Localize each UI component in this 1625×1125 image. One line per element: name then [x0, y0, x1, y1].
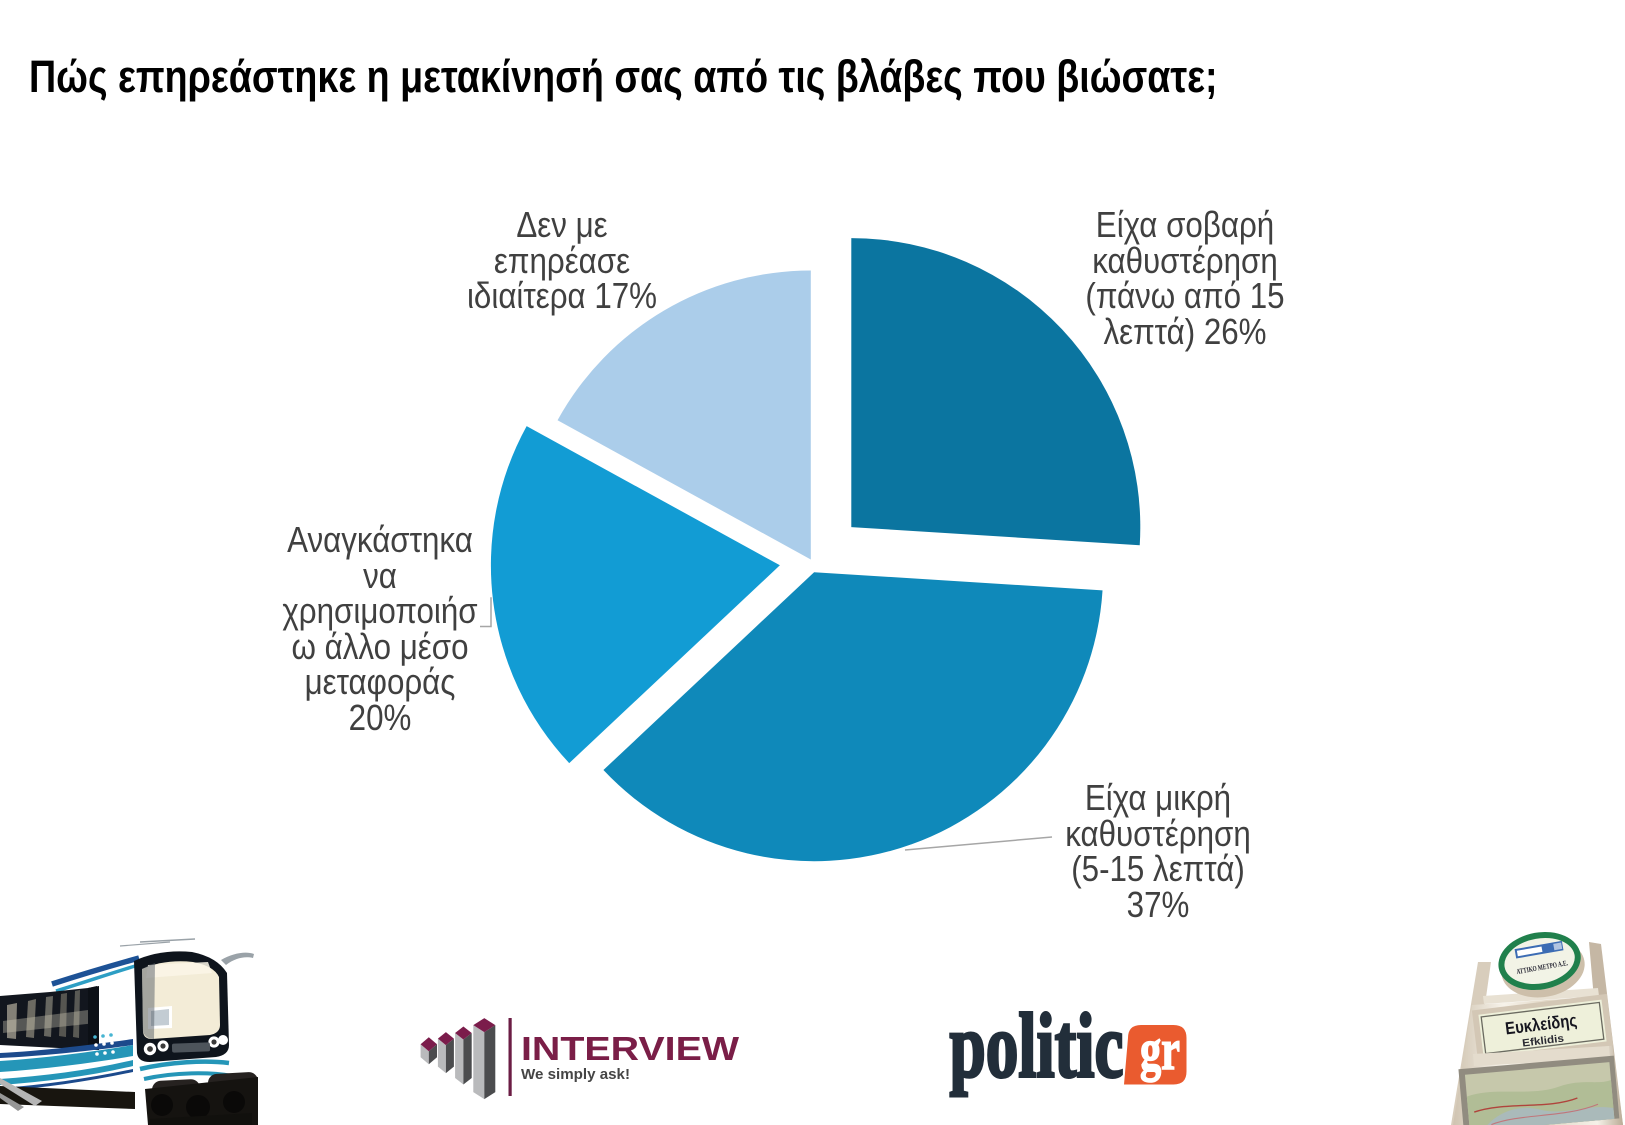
svg-text:We simply ask!: We simply ask!	[521, 1067, 630, 1083]
svg-text:INTERVIEW: INTERVIEW	[521, 1031, 739, 1068]
svg-text:Efklidis: Efklidis	[1522, 1033, 1565, 1050]
svg-text:gr: gr	[1140, 1017, 1180, 1082]
svg-text:politic: politic	[950, 1000, 1124, 1097]
